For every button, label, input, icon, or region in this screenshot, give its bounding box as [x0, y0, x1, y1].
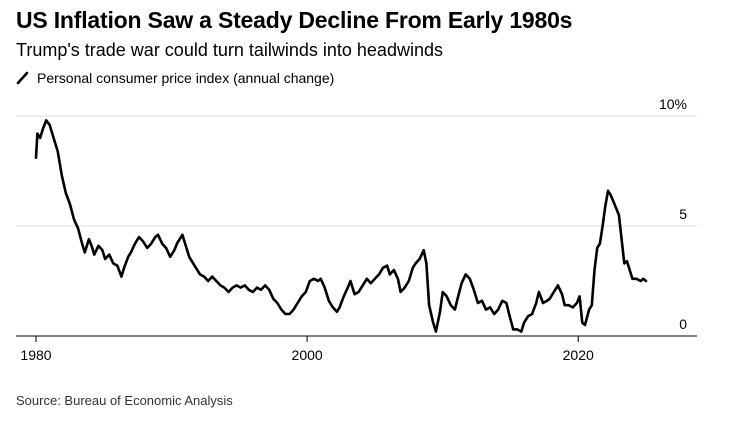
y-tick-label-5: 5 [679, 206, 687, 222]
x-tick-label-2020: 2020 [563, 347, 594, 363]
x-tick-label-2000: 2000 [292, 347, 323, 363]
legend-label: Personal consumer price index (annual ch… [37, 70, 335, 86]
series-line-0 [34, 119, 648, 333]
legend: Personal consumer price index (annual ch… [16, 70, 334, 86]
chart-title: US Inflation Saw a Steady Decline From E… [16, 7, 573, 33]
y-tick-label-10: 10% [659, 96, 687, 112]
chart-subtitle: Trump's trade war could turn tailwinds i… [16, 40, 443, 60]
x-tick-label-1980: 1980 [20, 347, 51, 363]
y-tick-label-0: 0 [679, 316, 687, 332]
source-note: Source: Bureau of Economic Analysis [16, 393, 233, 408]
legend-line-icon [16, 71, 29, 85]
